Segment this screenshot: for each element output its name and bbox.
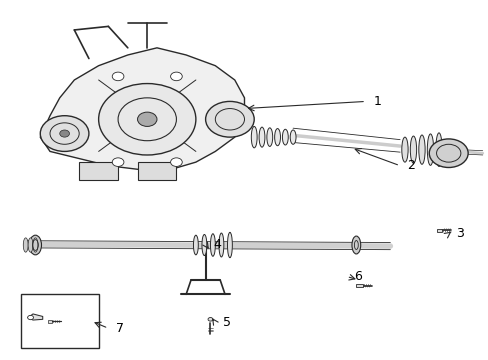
Bar: [137, 162, 176, 180]
Ellipse shape: [33, 238, 38, 252]
Ellipse shape: [282, 129, 287, 145]
Ellipse shape: [28, 238, 33, 252]
Ellipse shape: [435, 133, 441, 166]
Circle shape: [137, 112, 157, 126]
Circle shape: [40, 116, 89, 152]
Ellipse shape: [266, 128, 272, 147]
Text: 6: 6: [353, 270, 361, 283]
Polygon shape: [28, 314, 42, 320]
Circle shape: [205, 102, 254, 137]
Ellipse shape: [427, 134, 433, 165]
Ellipse shape: [193, 235, 198, 255]
Circle shape: [170, 158, 182, 166]
Text: 7: 7: [116, 322, 123, 335]
Circle shape: [28, 315, 33, 320]
Circle shape: [428, 139, 467, 167]
Circle shape: [112, 158, 123, 166]
Text: 3: 3: [455, 227, 463, 240]
Ellipse shape: [219, 233, 224, 257]
Text: 1: 1: [372, 95, 381, 108]
Bar: [21, 294, 99, 348]
Ellipse shape: [207, 318, 212, 321]
Ellipse shape: [210, 234, 215, 256]
Circle shape: [170, 72, 182, 81]
Ellipse shape: [351, 236, 360, 254]
Ellipse shape: [227, 232, 232, 258]
Ellipse shape: [251, 126, 257, 148]
Ellipse shape: [23, 238, 28, 252]
Circle shape: [60, 130, 69, 137]
Text: 2: 2: [407, 159, 414, 172]
Ellipse shape: [29, 235, 41, 255]
Ellipse shape: [409, 136, 416, 163]
Text: 4: 4: [212, 238, 220, 251]
Circle shape: [99, 84, 196, 155]
Ellipse shape: [418, 135, 424, 164]
Polygon shape: [40, 48, 244, 169]
Text: 5: 5: [222, 316, 230, 329]
Bar: [79, 162, 118, 180]
Circle shape: [112, 72, 123, 81]
Bar: [436, 229, 442, 232]
Bar: [356, 284, 363, 287]
Ellipse shape: [274, 129, 280, 146]
Ellipse shape: [202, 234, 206, 256]
Ellipse shape: [401, 137, 407, 162]
Bar: [47, 320, 52, 323]
Ellipse shape: [259, 127, 264, 147]
Ellipse shape: [289, 130, 295, 144]
